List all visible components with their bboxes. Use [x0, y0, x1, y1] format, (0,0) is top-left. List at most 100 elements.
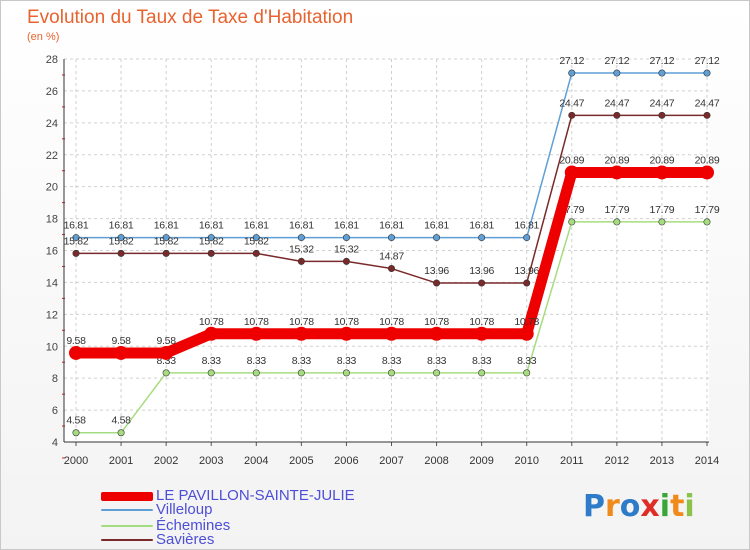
legend-label-echemines: Échemines	[156, 517, 231, 534]
y-tick-label-16: 16	[46, 246, 58, 258]
proxiti-logo: Proxiti	[583, 489, 695, 524]
point-villeloup-2014	[703, 69, 711, 77]
x-tick-label-2002: 2002	[154, 455, 178, 467]
data-label-savieres-2004: 15.82	[244, 235, 269, 247]
legend-label-savieres: Savières	[156, 531, 215, 548]
data-label-le-pavillon-sainte-julie-2004: 10.78	[244, 316, 269, 328]
point-savieres-2014	[703, 111, 711, 119]
data-label-le-pavillon-sainte-julie-2005: 10.78	[289, 316, 314, 328]
y-tick-label-12: 12	[46, 309, 58, 321]
data-label-le-pavillon-sainte-julie-2009: 10.78	[469, 316, 494, 328]
point-echemines-2003	[207, 369, 215, 377]
y-tick-label-26: 26	[46, 86, 58, 98]
point-le-pavillon-sainte-julie-2000	[69, 345, 83, 360]
data-label-le-pavillon-sainte-julie-2001: 9.58	[111, 335, 131, 347]
data-label-villeloup-2004: 16.81	[244, 220, 269, 232]
data-label-savieres-2012: 24.47	[604, 97, 629, 109]
data-label-villeloup-2003: 16.81	[199, 220, 224, 232]
data-label-villeloup-2007: 16.81	[379, 220, 404, 232]
point-echemines-2001	[117, 429, 125, 437]
x-tick-label-2000: 2000	[64, 455, 88, 467]
point-le-pavillon-sainte-julie-2010	[519, 326, 534, 341]
point-echemines-2002	[162, 369, 170, 377]
legend-swatch-villeloup	[101, 509, 153, 511]
data-label-savieres-2011: 24.47	[559, 97, 584, 109]
data-label-echemines-2005: 8.33	[292, 355, 312, 367]
point-le-pavillon-sainte-julie-2007	[384, 326, 399, 341]
data-label-echemines-2003: 8.33	[202, 355, 222, 367]
y-tick-label-28: 28	[46, 54, 58, 66]
point-le-pavillon-sainte-julie-2011	[564, 165, 579, 180]
point-echemines-2010	[523, 369, 531, 377]
legend-swatch-echemines	[101, 525, 153, 527]
point-villeloup-2005	[297, 234, 305, 242]
data-label-le-pavillon-sainte-julie-2008: 10.78	[424, 316, 449, 328]
point-echemines-2006	[342, 369, 350, 377]
point-le-pavillon-sainte-julie-2003	[204, 326, 219, 341]
point-le-pavillon-sainte-julie-2002	[159, 345, 174, 360]
x-tick-label-2012: 2012	[605, 455, 629, 467]
point-le-pavillon-sainte-julie-2004	[249, 326, 264, 341]
data-label-villeloup-2005: 16.81	[289, 220, 314, 232]
point-savieres-2002	[162, 249, 170, 257]
point-echemines-2013	[658, 218, 666, 226]
point-echemines-2009	[478, 369, 486, 377]
data-label-savieres-2013: 24.47	[650, 97, 675, 109]
chart-title: Evolution du Taux de Taxe d'Habitation	[27, 7, 354, 28]
data-label-le-pavillon-sainte-julie-2006: 10.78	[334, 316, 359, 328]
data-label-savieres-2000: 15.82	[64, 235, 89, 247]
point-villeloup-2009	[478, 234, 486, 242]
y-tick-label-18: 18	[46, 214, 58, 226]
point-le-pavillon-sainte-julie-2012	[609, 165, 624, 180]
point-echemines-2012	[613, 218, 621, 226]
data-label-echemines-2008: 8.33	[427, 355, 447, 367]
point-savieres-2007	[387, 265, 395, 273]
data-label-echemines-2007: 8.33	[382, 355, 402, 367]
data-label-echemines-2012: 17.79	[604, 204, 629, 216]
point-villeloup-2001	[117, 234, 125, 242]
data-label-savieres-2008: 13.96	[424, 265, 449, 277]
y-tick-label-22: 22	[46, 150, 58, 162]
data-label-le-pavillon-sainte-julie-2003: 10.78	[199, 316, 224, 328]
x-tick-label-2011: 2011	[560, 455, 584, 467]
point-le-pavillon-sainte-julie-2008	[429, 326, 444, 341]
data-label-echemines-2001: 4.58	[111, 415, 131, 427]
y-tick-label-14: 14	[46, 277, 58, 289]
point-villeloup-2003	[207, 234, 215, 242]
point-echemines-2005	[297, 369, 305, 377]
data-label-villeloup-2000: 16.81	[64, 220, 89, 232]
data-label-le-pavillon-sainte-julie-2002: 9.58	[157, 335, 177, 347]
point-le-pavillon-sainte-julie-2013	[654, 165, 669, 180]
data-label-savieres-2002: 15.82	[154, 235, 179, 247]
point-savieres-2011	[568, 111, 576, 119]
point-echemines-2000	[72, 429, 80, 437]
point-echemines-2004	[252, 369, 260, 377]
data-label-echemines-2006: 8.33	[337, 355, 357, 367]
point-villeloup-2010	[523, 234, 531, 242]
point-villeloup-2011	[568, 69, 576, 77]
point-echemines-2007	[387, 369, 395, 377]
x-tick-label-2013: 2013	[650, 455, 674, 467]
point-echemines-2011	[568, 218, 576, 226]
data-label-le-pavillon-sainte-julie-2013: 20.89	[650, 154, 675, 166]
y-tick-label-24: 24	[46, 118, 58, 130]
point-le-pavillon-sainte-julie-2009	[474, 326, 489, 341]
data-label-le-pavillon-sainte-julie-2012: 20.89	[604, 154, 629, 166]
point-villeloup-2002	[162, 234, 170, 242]
data-label-villeloup-2013: 27.12	[650, 55, 675, 67]
point-echemines-2014	[703, 218, 711, 226]
x-tick-label-2008: 2008	[424, 455, 448, 467]
x-tick-label-2003: 2003	[199, 455, 223, 467]
point-savieres-2010	[523, 279, 531, 287]
data-label-villeloup-2011: 27.12	[559, 55, 584, 67]
point-villeloup-2000	[72, 234, 80, 242]
data-label-savieres-2005: 15.32	[289, 243, 314, 255]
data-label-villeloup-2010: 16.81	[514, 220, 539, 232]
point-villeloup-2007	[387, 234, 395, 242]
point-le-pavillon-sainte-julie-2001	[114, 345, 129, 360]
data-label-savieres-2009: 13.96	[469, 265, 494, 277]
data-label-villeloup-2001: 16.81	[109, 220, 134, 232]
legend-swatch-pavillon	[101, 492, 153, 501]
data-label-savieres-2003: 15.82	[199, 235, 224, 247]
